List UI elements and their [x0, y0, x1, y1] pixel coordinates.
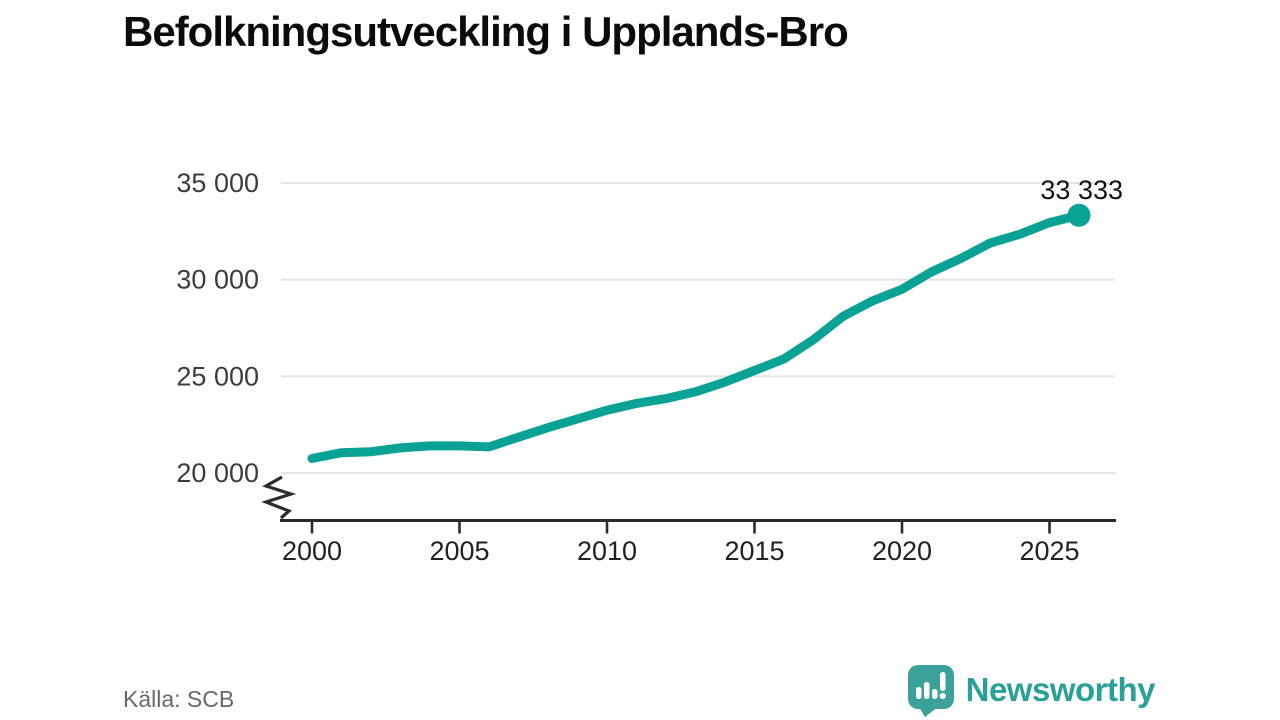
x-tick-label: 2005 [429, 536, 489, 566]
axis-break-zigzag [261, 475, 297, 520]
newsworthy-wordmark: Newsworthy [965, 671, 1156, 708]
end-value-label: 33 333 [1040, 175, 1123, 205]
y-tick-label: 30 000 [176, 265, 259, 295]
y-tick-label: 20 000 [176, 458, 259, 488]
newsworthy-bubble-icon [907, 665, 954, 717]
chart-title: Befolkningsutveckling i Upplands-Bro [123, 8, 849, 55]
x-tick-label: 2015 [724, 536, 784, 566]
population-series-line [307, 210, 1084, 463]
x-tick-label: 2000 [282, 536, 342, 566]
series-end-dot [1067, 203, 1091, 227]
y-tick-label: 35 000 [176, 168, 259, 198]
x-tick-label: 2020 [872, 536, 932, 566]
x-tick-label: 2025 [1019, 536, 1079, 566]
newsworthy-logo: Newsworthy [907, 664, 1156, 717]
x-tick-label: 2010 [577, 536, 637, 566]
source-note: Källa: SCB [123, 686, 235, 712]
y-tick-label: 25 000 [176, 361, 259, 391]
